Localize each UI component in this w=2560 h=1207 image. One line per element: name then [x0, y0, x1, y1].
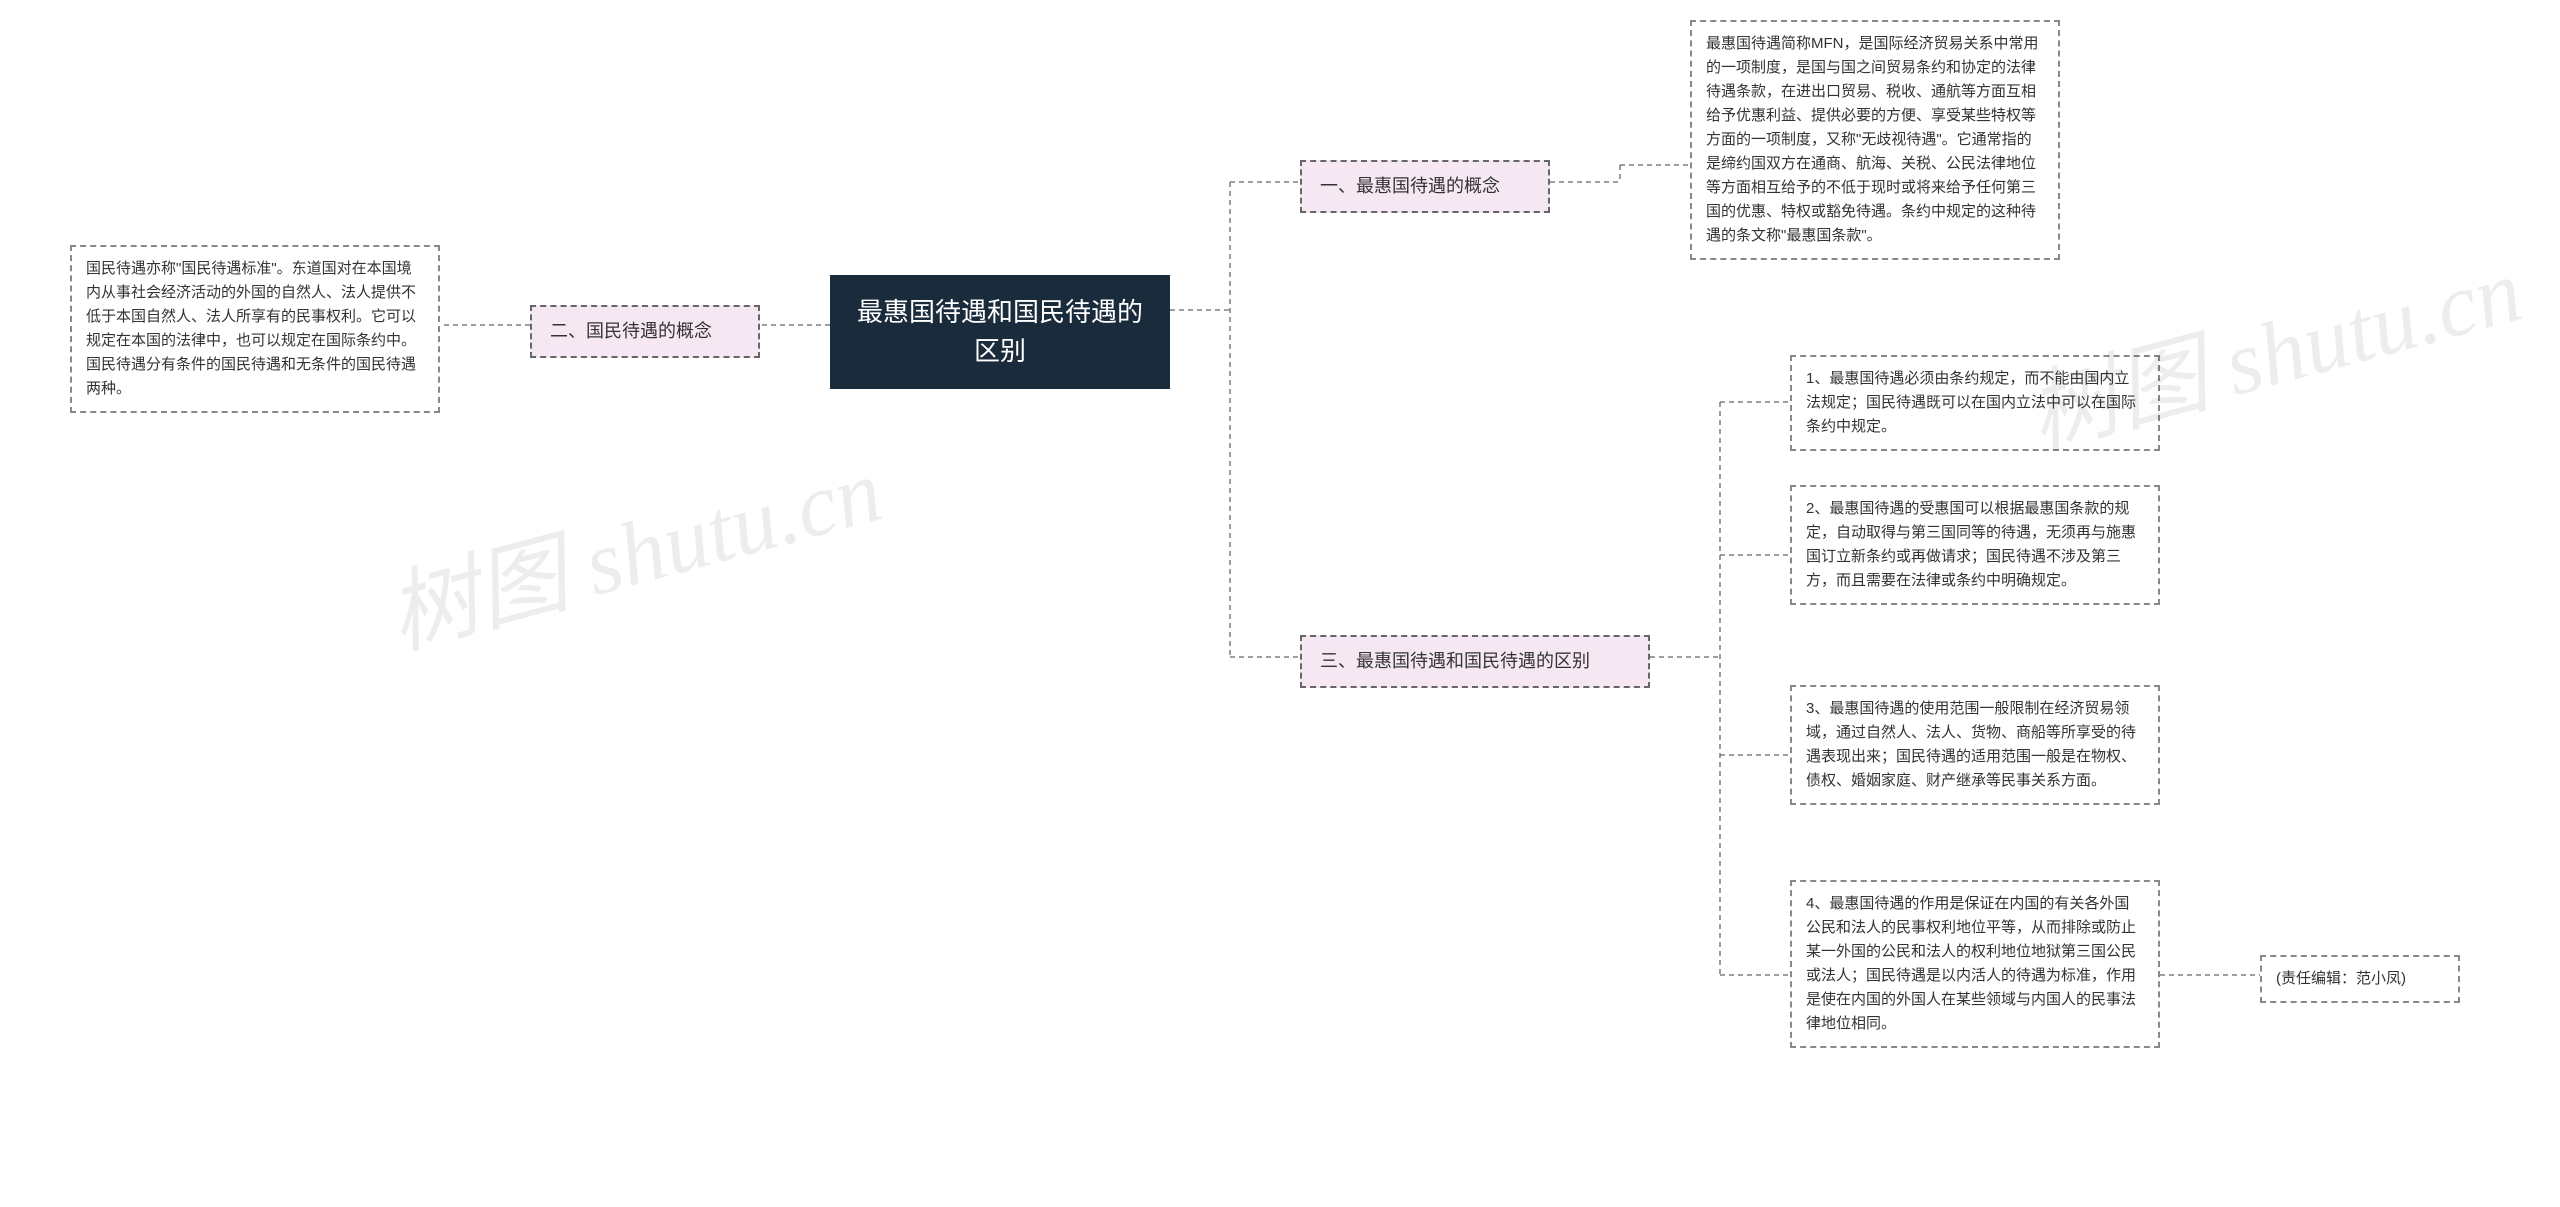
- root-node: 最惠国待遇和国民待遇的区别: [830, 275, 1170, 389]
- watermark: 树图 shutu.cn: [372, 417, 893, 673]
- leaf-diff-1: 1、最惠国待遇必须由条约规定，而不能由国内立法规定；国民待遇既可以在国内立法中可…: [1790, 355, 2160, 451]
- leaf-text: 4、最惠国待遇的作用是保证在内国的有关各外国公民和法人的民事权利地位平等，从而排…: [1806, 895, 2136, 1032]
- branch-label: 一、最惠国待遇的概念: [1320, 176, 1500, 196]
- branch-label: 二、国民待遇的概念: [550, 321, 712, 341]
- leaf-text: (责任编辑：范小凤): [2276, 970, 2406, 987]
- leaf-text: 1、最惠国待遇必须由条约规定，而不能由国内立法规定；国民待遇既可以在国内立法中可…: [1806, 370, 2136, 435]
- leaf-diff-2: 2、最惠国待遇的受惠国可以根据最惠国条款的规定，自动取得与第三国同等的待遇，无须…: [1790, 485, 2160, 605]
- branch-label: 三、最惠国待遇和国民待遇的区别: [1320, 651, 1590, 671]
- connector-layer: [0, 0, 2560, 1207]
- leaf-editor: (责任编辑：范小凤): [2260, 955, 2460, 1003]
- leaf-text: 2、最惠国待遇的受惠国可以根据最惠国条款的规定，自动取得与第三国同等的待遇，无须…: [1806, 500, 2136, 589]
- branch-concept-mfn: 一、最惠国待遇的概念: [1300, 160, 1550, 213]
- leaf-text: 国民待遇亦称"国民待遇标准"。东道国对在本国境内从事社会经济活动的外国的自然人、…: [86, 260, 416, 397]
- leaf-text: 3、最惠国待遇的使用范围一般限制在经济贸易领域，通过自然人、法人、货物、商船等所…: [1806, 700, 2136, 789]
- leaf-mfn-definition: 最惠国待遇简称MFN，是国际经济贸易关系中常用的一项制度，是国与国之间贸易条约和…: [1690, 20, 2060, 260]
- root-label: 最惠国待遇和国民待遇的区别: [857, 297, 1143, 366]
- leaf-diff-4: 4、最惠国待遇的作用是保证在内国的有关各外国公民和法人的民事权利地位平等，从而排…: [1790, 880, 2160, 1048]
- leaf-diff-3: 3、最惠国待遇的使用范围一般限制在经济贸易领域，通过自然人、法人、货物、商船等所…: [1790, 685, 2160, 805]
- leaf-text: 最惠国待遇简称MFN，是国际经济贸易关系中常用的一项制度，是国与国之间贸易条约和…: [1706, 35, 2039, 244]
- branch-concept-national: 二、国民待遇的概念: [530, 305, 760, 358]
- branch-differences: 三、最惠国待遇和国民待遇的区别: [1300, 635, 1650, 688]
- leaf-national-definition: 国民待遇亦称"国民待遇标准"。东道国对在本国境内从事社会经济活动的外国的自然人、…: [70, 245, 440, 413]
